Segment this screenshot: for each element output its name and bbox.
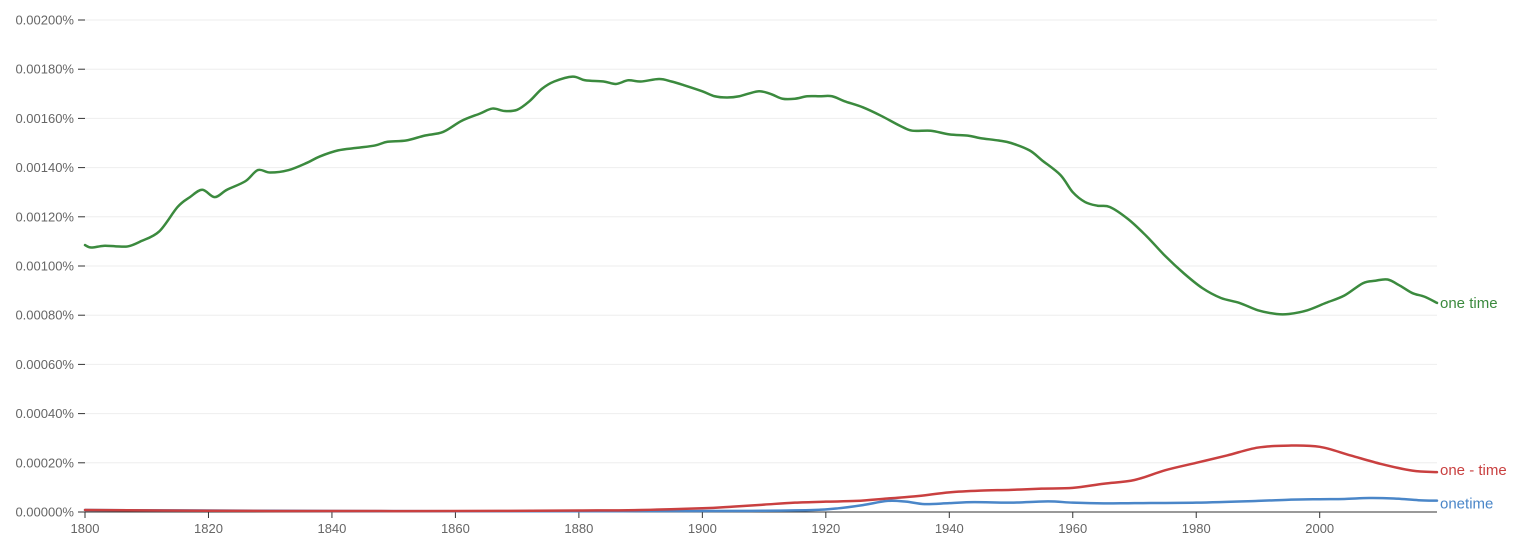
y-tick-label: 0.00020% [15,455,74,470]
x-tick-label: 1800 [71,521,100,536]
x-tick-label: 1900 [688,521,717,536]
series-lines [83,75,1439,513]
grid-lines [85,19,1437,464]
series-label-onetime: onetime [1440,496,1493,513]
series-label-one-time: one - time [1440,462,1507,479]
y-axis: 0.00000% 0.00020% 0.00040% 0.00060% 0.00080%… [15,13,85,520]
series-line-one-time[interactable] [83,75,1439,316]
x-tick-label: 1840 [317,521,346,536]
series-label-one-time: one time [1440,295,1498,312]
y-tick-label: 0.00000% [15,505,74,520]
x-tick-label: 1940 [935,521,964,536]
x-tick-label: 1880 [564,521,593,536]
y-tick-label: 0.00060% [15,357,74,372]
x-axis: 1800 1820 1840 1860 1880 1900 1920 1940 1960 1980… [71,511,1437,536]
x-tick-label: 1980 [1182,521,1211,536]
y-tick-label: 0.00100% [15,259,74,274]
y-tick-label: 0.00120% [15,209,74,224]
y-tick-label: 0.00140% [15,160,74,175]
y-tick-label: 0.00180% [15,62,74,77]
x-tick-label: 1820 [194,521,223,536]
series-labels: one time one - time onetime [1440,295,1507,513]
series-line-one-time[interactable] [83,444,1439,513]
y-tick-label: 0.00040% [15,406,74,421]
y-tick-label: 0.00080% [15,308,74,323]
y-tick-label: 0.00200% [15,13,74,28]
x-tick-label: 2000 [1305,521,1334,536]
x-tick-label: 1960 [1058,521,1087,536]
x-tick-label: 1920 [811,521,840,536]
x-tick-label: 1860 [441,521,470,536]
y-tick-label: 0.00160% [15,111,74,126]
